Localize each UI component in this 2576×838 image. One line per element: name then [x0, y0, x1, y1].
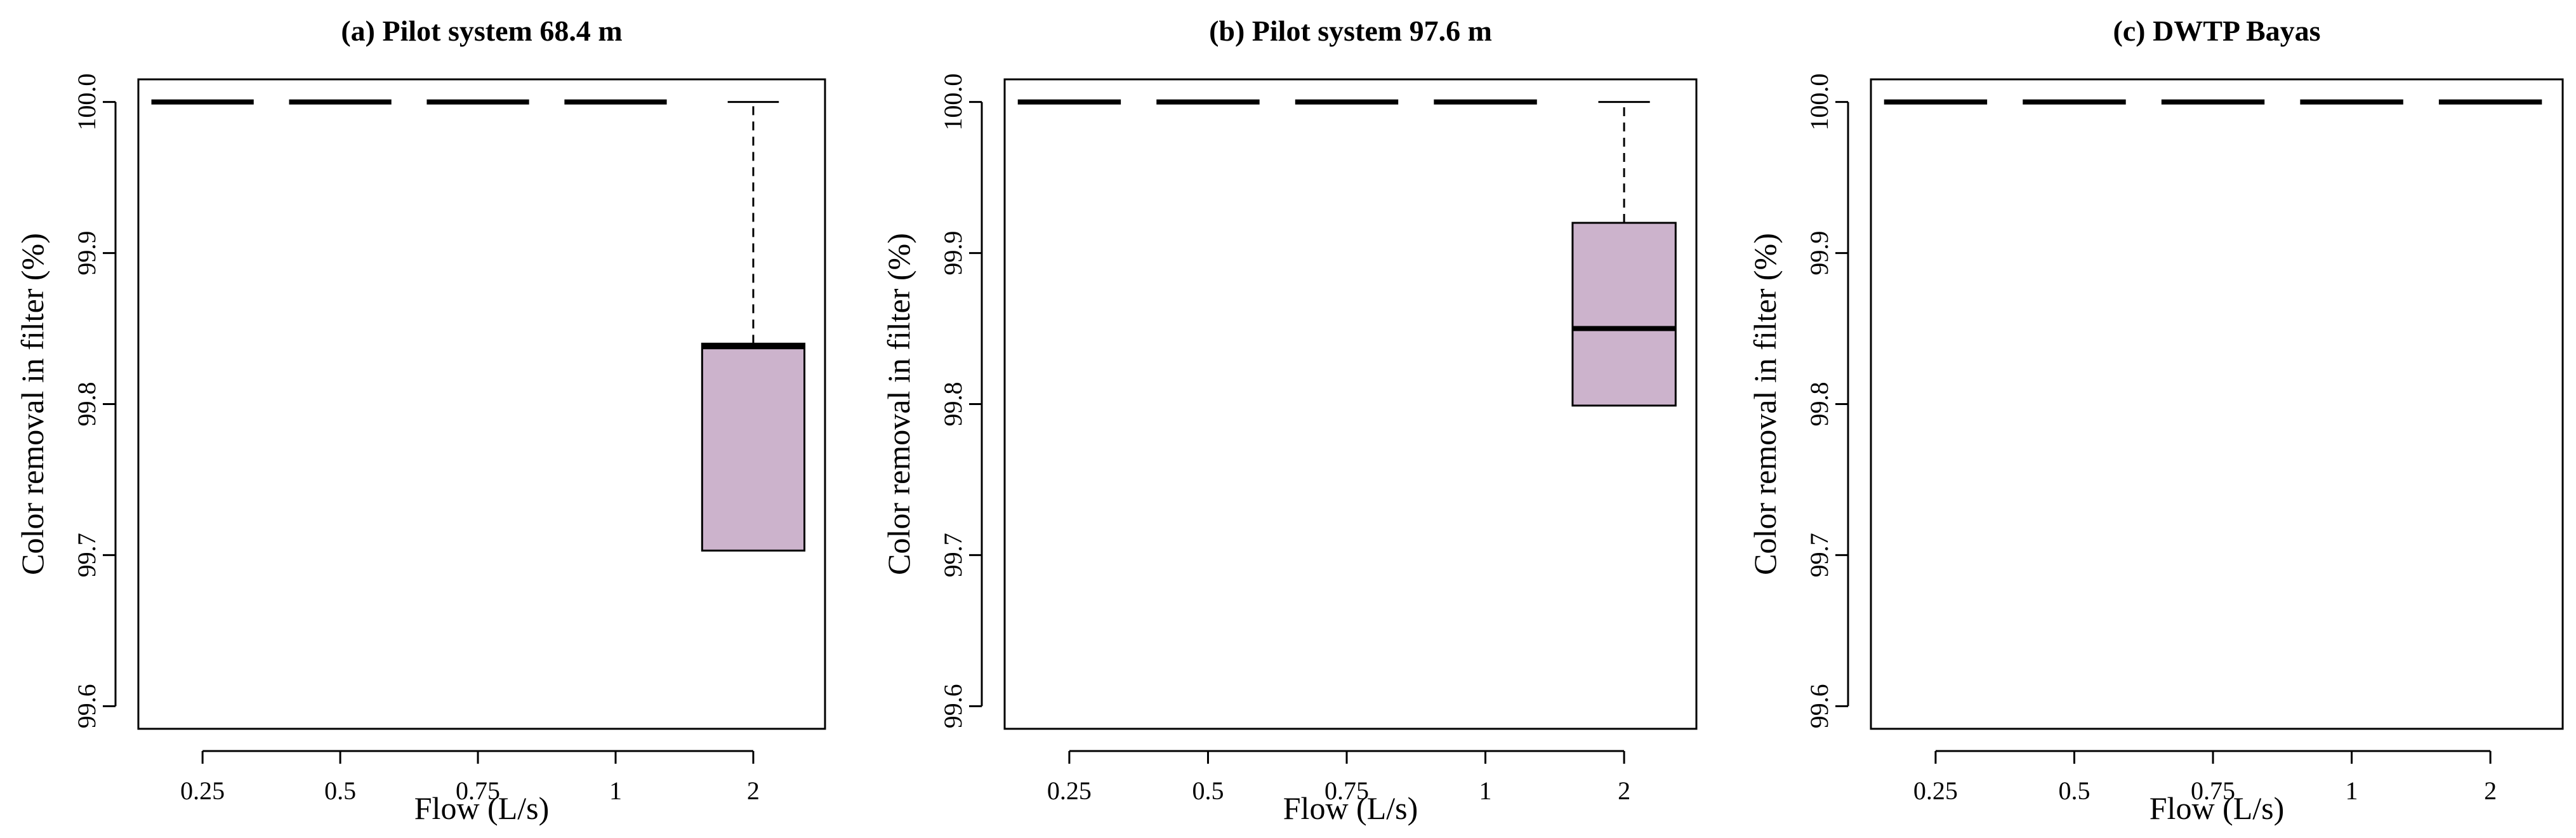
box-body [701, 342, 806, 552]
y-tick-label: 99.6 [72, 684, 101, 728]
y-axis-label: Color removal in filter (%) [881, 233, 916, 575]
y-axis-label: Color removal in filter (%) [15, 233, 50, 575]
y-axis-label: Color removal in filter (%) [1747, 233, 1783, 575]
x-tick-label: 1 [1479, 776, 1492, 805]
y-tick-label: 99.6 [939, 684, 967, 728]
y-tick-label: 99.8 [1805, 382, 1833, 427]
x-axis-label: Flow (L/s) [1283, 790, 1418, 826]
panel-b: (b) Pilot system 97.6 m 99.6 99.7 99.8 99.9 1… [881, 15, 1698, 826]
plot-frame [1003, 78, 1698, 730]
panel-title: (b) Pilot system 97.6 m [1209, 15, 1492, 47]
x-tick-label: 2 [747, 776, 760, 805]
x-tick-label: 0.25 [1913, 776, 1958, 805]
y-tick-label: 100.0 [72, 74, 101, 131]
y-tick-label: 99.6 [1805, 684, 1833, 728]
x-tick-label: 2 [2484, 776, 2497, 805]
x-tick-label: 0.5 [2058, 776, 2090, 805]
panel-title: (c) DWTP Bayas [2113, 15, 2320, 47]
box-body [1571, 222, 1677, 407]
y-tick-label: 99.7 [939, 533, 967, 577]
panel-title: (a) Pilot system 68.4 m [341, 15, 622, 47]
y-tick-label: 100.0 [939, 74, 967, 131]
x-tick-label: 0.25 [180, 776, 225, 805]
y-tick-label: 99.9 [1805, 231, 1833, 276]
box-2 [1571, 101, 1677, 407]
x-tick-label: 0.75 [456, 776, 500, 805]
panel-c: (c) DWTP Bayas 99.6 99.7 99.8 99.9 100.0 Color… [1747, 15, 2564, 826]
plot-frame [137, 78, 826, 730]
y-tick-label: 100.0 [1805, 74, 1833, 131]
y-tick-label: 99.8 [939, 382, 967, 427]
x-tick-label: 0.75 [2191, 776, 2235, 805]
y-tick-label: 99.9 [939, 231, 967, 276]
box-2 [701, 101, 806, 552]
y-tick-label: 99.9 [72, 231, 101, 276]
x-tick-label: 1 [2346, 776, 2358, 805]
x-tick-label: 0.5 [324, 776, 356, 805]
panel-a: (a) Pilot system 68.4 m 99.6 99.7 99.8 99.9 1… [15, 15, 826, 826]
x-axis-label: Flow (L/s) [414, 790, 550, 826]
x-tick-label: 1 [609, 776, 622, 805]
plot-frame [1870, 78, 2564, 730]
y-tick-label: 99.8 [72, 382, 101, 427]
y-tick-label: 99.7 [72, 533, 101, 577]
x-axis-label: Flow (L/s) [2150, 790, 2285, 826]
x-tick-label: 2 [1618, 776, 1630, 805]
x-tick-label: 0.25 [1047, 776, 1092, 805]
y-tick-label: 99.7 [1805, 533, 1833, 577]
x-tick-label: 0.75 [1324, 776, 1369, 805]
x-tick-label: 0.5 [1192, 776, 1224, 805]
